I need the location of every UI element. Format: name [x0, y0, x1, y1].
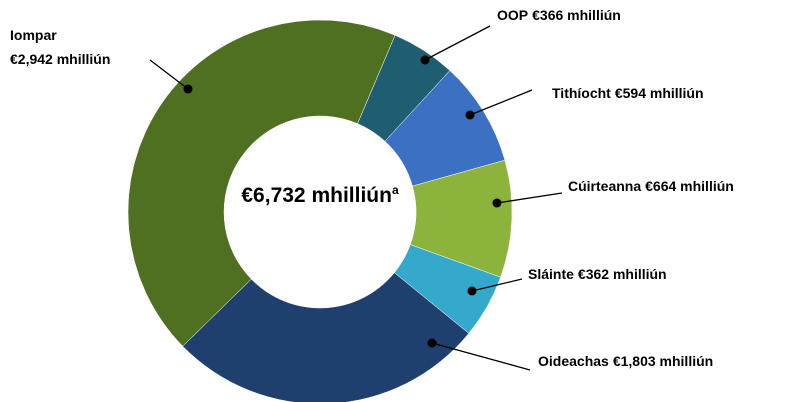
leader-line	[431, 342, 531, 371]
leader-dot	[467, 286, 477, 296]
donut-slice	[182, 272, 470, 402]
donut-slice	[127, 19, 396, 347]
category-name: Sláinte	[528, 266, 574, 282]
value-label: €664 mhilliún	[645, 178, 734, 194]
value-label: €1,803 mhilliún	[613, 353, 713, 369]
leader-line	[496, 192, 563, 204]
data-label: Tithíocht €594 mhilliún	[552, 85, 704, 101]
value-label: €2,942 mhilliún	[10, 51, 110, 67]
data-label: Sláinte €362 mhilliún	[528, 266, 667, 282]
category-name: Oideachas	[538, 353, 609, 369]
leader-line	[424, 25, 491, 61]
value-label: €362 mhilliún	[578, 266, 667, 282]
center-total: €6,732 mhilliún	[241, 184, 392, 207]
category-name: Cúirteanna	[568, 178, 641, 194]
leader-dot	[183, 84, 193, 94]
data-label: OOP €366 mhilliún	[497, 7, 621, 23]
leader-dot	[420, 55, 430, 65]
category-name: Tithíocht	[552, 85, 611, 101]
data-label: Oideachas €1,803 mhilliún	[538, 353, 713, 369]
leader-dot	[492, 198, 502, 208]
leader-line	[149, 59, 189, 90]
data-label: Iompar €2,942 mhilliún	[10, 27, 110, 67]
leader-line	[471, 278, 523, 292]
category-name: OOP	[497, 7, 528, 23]
category-name: Iompar	[10, 27, 57, 43]
leader-dot	[465, 110, 475, 120]
leader-line	[469, 89, 533, 116]
center-label: €6,732 mhilliúna	[241, 183, 399, 207]
center-note: a	[392, 183, 399, 197]
leader-dot	[427, 338, 437, 348]
value-label: €594 mhilliún	[615, 85, 704, 101]
value-label: €366 mhilliún	[532, 7, 621, 23]
data-label: Cúirteanna €664 mhilliún	[568, 178, 734, 194]
